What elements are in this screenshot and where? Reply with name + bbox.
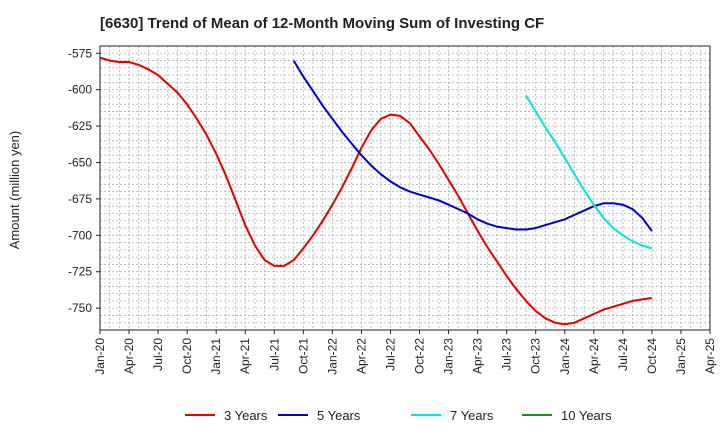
x-tick-label: Jul-21 [267,338,281,371]
x-tick-label: Jan-23 [442,338,456,375]
x-tick-label: Jan-25 [674,338,688,375]
x-tick-label: Jan-22 [325,338,339,375]
y-tick-label: -600 [68,83,92,97]
x-tick-label: Apr-24 [587,338,601,374]
legend-label-2: 5 Years [317,408,361,423]
series-line-1 [99,56,653,326]
legend-label-3: 7 Years [450,408,494,423]
x-tick-label: Jan-24 [558,338,572,375]
x-tick-label: Apr-22 [354,338,368,374]
y-tick-label: -575 [68,46,92,60]
y-tick-label: -675 [68,192,92,206]
series-line-3 [525,94,653,250]
x-tick-label: Oct-22 [413,338,427,374]
x-tick-label: Oct-21 [296,338,310,374]
x-tick-label: Apr-20 [122,338,136,374]
grid [99,46,711,331]
x-tick-label: Jul-24 [616,338,630,371]
plot-frame [99,45,711,331]
y-tick-labels: -575 -600 -625 -650 -675 -700 -725 -750 [68,46,100,315]
series-line-2 [292,60,653,232]
x-tick-label: Oct-23 [529,338,543,374]
series-layer [99,56,653,326]
x-tick-labels: Jan-20 Apr-20 Jul-20 Oct-20 Jan-21 Apr-21 Jul-… [93,330,717,375]
x-tick-label: Jul-22 [383,338,397,371]
y-tick-label: -700 [68,228,92,242]
y-tick-label: -650 [68,156,92,170]
plot-background [100,46,710,330]
x-tick-label: Oct-24 [645,338,659,374]
legend-label-1: 3 Years [224,408,268,423]
x-tick-label: Jul-20 [151,338,165,371]
legend-label-4: 10 Years [561,408,612,423]
x-tick-label: Apr-21 [238,338,252,374]
x-tick-label: Apr-23 [471,338,485,374]
y-tick-label: -625 [68,119,92,133]
x-tick-label: Jul-23 [500,338,514,371]
y-axis-label: Amount (million yen) [7,131,22,250]
x-tick-label: Jan-21 [209,338,223,375]
axes [99,45,711,331]
legend: 3 Years 5 Years 7 Years 10 Years [185,408,612,423]
y-tick-label: -750 [68,301,92,315]
x-tick-label: Oct-20 [180,338,194,374]
chart-title: [6630] Trend of Mean of 12-Month Moving … [100,15,544,32]
x-tick-label: Jan-20 [93,338,107,375]
x-tick-label: Apr-25 [703,338,717,374]
plot-area [100,46,710,330]
y-tick-label: -725 [68,265,92,279]
